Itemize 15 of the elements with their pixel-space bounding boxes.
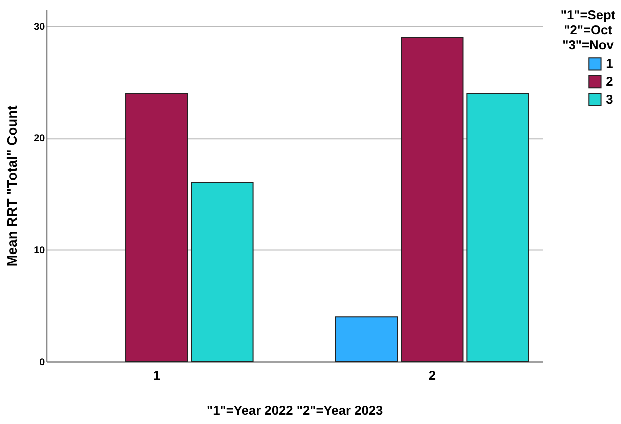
legend-label: 2 <box>606 74 614 90</box>
bar <box>466 92 530 362</box>
y-tick-label: 0 <box>40 357 46 368</box>
y-axis-title: Mean RRT "Total" Count <box>4 105 20 267</box>
legend-label: 3 <box>606 92 614 107</box>
y-tick-label: 10 <box>34 245 46 256</box>
y-tick-label: 20 <box>34 134 46 145</box>
bar <box>126 92 188 362</box>
y-tick-label: 30 <box>34 22 46 33</box>
legend-label: 1 <box>606 56 614 72</box>
bar <box>191 182 254 362</box>
bar <box>401 37 464 362</box>
legend-title: "1"=Sept "2"=Oct "3"=Nov <box>560 8 616 52</box>
x-axis-title: "1"=Year 2022 "2"=Year 2023 <box>207 402 384 418</box>
bar <box>335 316 398 362</box>
